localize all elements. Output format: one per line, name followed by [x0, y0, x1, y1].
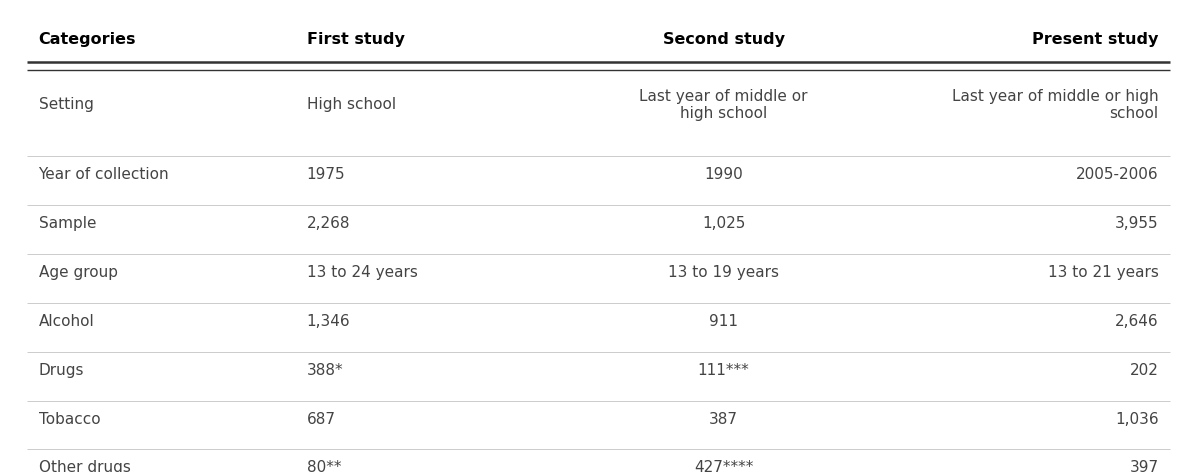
Text: First study: First study: [306, 32, 405, 47]
Text: 911: 911: [709, 314, 739, 329]
Text: 111***: 111***: [698, 363, 749, 378]
Text: 427****: 427****: [694, 461, 753, 472]
Text: High school: High school: [306, 97, 396, 112]
Text: 80**: 80**: [306, 461, 341, 472]
Text: 1,346: 1,346: [306, 314, 351, 329]
Text: Last year of middle or high
school: Last year of middle or high school: [952, 89, 1159, 121]
Text: 2,268: 2,268: [306, 216, 350, 231]
Text: Drugs: Drugs: [38, 363, 84, 378]
Text: Second study: Second study: [663, 32, 784, 47]
Text: 202: 202: [1130, 363, 1159, 378]
Text: Sample: Sample: [38, 216, 96, 231]
Text: Year of collection: Year of collection: [38, 168, 169, 182]
Text: 1,036: 1,036: [1114, 412, 1159, 427]
Text: 687: 687: [306, 412, 335, 427]
Text: Alcohol: Alcohol: [38, 314, 95, 329]
Text: Last year of middle or
high school: Last year of middle or high school: [639, 89, 808, 121]
Text: 13 to 19 years: 13 to 19 years: [668, 265, 779, 280]
Text: 387: 387: [709, 412, 739, 427]
Text: 1,025: 1,025: [701, 216, 746, 231]
Text: Tobacco: Tobacco: [38, 412, 101, 427]
Text: 2,646: 2,646: [1114, 314, 1159, 329]
Text: 397: 397: [1129, 461, 1159, 472]
Text: 1990: 1990: [704, 168, 743, 182]
Text: Other drugs: Other drugs: [38, 461, 130, 472]
Text: Setting: Setting: [38, 97, 93, 112]
Text: 1975: 1975: [306, 168, 345, 182]
Text: 13 to 21 years: 13 to 21 years: [1047, 265, 1159, 280]
Text: Age group: Age group: [38, 265, 117, 280]
Text: 388*: 388*: [306, 363, 344, 378]
Text: Categories: Categories: [38, 32, 136, 47]
Text: 2005-2006: 2005-2006: [1076, 168, 1159, 182]
Text: 3,955: 3,955: [1114, 216, 1159, 231]
Text: 13 to 24 years: 13 to 24 years: [306, 265, 418, 280]
Text: Present study: Present study: [1032, 32, 1159, 47]
